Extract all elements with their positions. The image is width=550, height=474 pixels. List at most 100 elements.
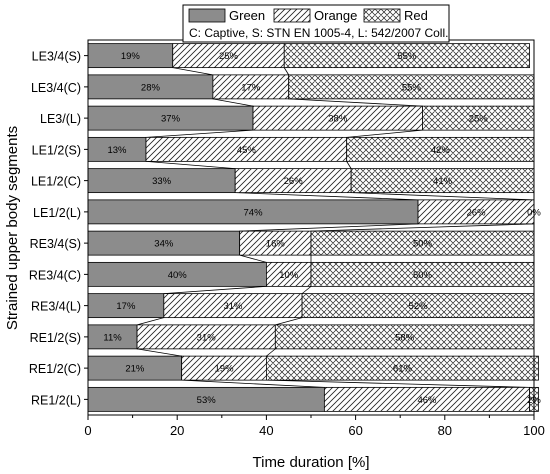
connector-line (275, 317, 303, 326)
connector-line (212, 98, 254, 107)
y-category-label: RE3/4(C) (29, 268, 81, 282)
y-category-label: LE1/2(L) (33, 206, 81, 220)
y-axis-label: Strained upper body segments (4, 126, 21, 330)
bar-red (274, 324, 535, 350)
x-tick-label: 20 (170, 423, 184, 438)
legend-swatch-orange (273, 8, 311, 23)
data-label: 19% (121, 51, 141, 62)
legend-swatch-red (363, 8, 401, 23)
connector-line (239, 254, 267, 263)
data-label: 55% (397, 51, 417, 62)
data-label: 13% (107, 145, 127, 156)
data-label: 42% (431, 145, 451, 156)
bar-green (87, 293, 165, 319)
y-category-label: LE3/4(S) (32, 50, 81, 64)
bar-green (87, 355, 183, 381)
bar-orange (212, 74, 290, 100)
data-label: 40% (168, 270, 188, 281)
y-category-labels: LE3/4(S) LE3/4(C) LE3/(L) LE1/2(S) LE1/2(C) L… (29, 50, 88, 407)
data-label: 61% (393, 364, 413, 375)
y-category-label: LE3/4(C) (31, 81, 81, 95)
data-label: 17% (116, 301, 136, 312)
x-tick-label: 100 (523, 423, 545, 438)
connector-line (235, 192, 419, 201)
y-category-label: RE3/4(S) (30, 237, 81, 251)
bar-red (265, 355, 539, 381)
data-label: 26% (467, 207, 487, 218)
legend-label-orange: Orange (314, 8, 357, 23)
y-category-label: RE3/4(L) (31, 300, 81, 314)
bar-green (87, 168, 236, 194)
connector-line (145, 160, 236, 170)
legend-note: C: Captive, S: STN EN 1005-4, L: 542/200… (189, 26, 448, 40)
connector-line (172, 67, 213, 76)
legend: Green Orange Red C: Captive, S: STN EN 1… (182, 4, 450, 43)
connector-line (288, 98, 423, 107)
legend-box (182, 4, 450, 43)
data-label: 31% (197, 332, 217, 343)
x-tick-label: 0 (84, 423, 91, 438)
data-label: 21% (125, 364, 145, 375)
legend-swatch-green (188, 8, 226, 23)
data-label: 25% (219, 51, 239, 62)
connector-line (136, 348, 182, 357)
data-label: 55% (402, 82, 422, 93)
x-tick-label: 40 (259, 423, 273, 438)
bar-orange (234, 168, 352, 194)
y-category-label: LE1/2(C) (31, 175, 81, 189)
data-label: 16% (266, 239, 286, 250)
bar-red (288, 74, 535, 100)
connector-line (163, 285, 267, 295)
x-tick-label: 60 (348, 423, 362, 438)
data-label: 33% (152, 176, 172, 187)
bar-red (310, 261, 535, 287)
bar-red (283, 43, 530, 69)
data-label: 58% (395, 332, 415, 343)
legend-label-green: Green (229, 8, 265, 23)
x-axis-ticks: 0 20 40 60 80 100 (84, 415, 545, 438)
y-category-label: LE1/2(S) (32, 143, 81, 157)
y-category-label: RE1/2(C) (29, 362, 81, 376)
bar-green (87, 74, 214, 100)
bar-green (87, 105, 254, 131)
data-label: 46% (417, 395, 437, 406)
bar-orange (265, 261, 312, 287)
bar-green (87, 43, 174, 69)
bar-orange (239, 230, 312, 256)
bar-orange (136, 324, 276, 350)
data-label: 28% (141, 82, 161, 93)
data-label: 74% (244, 207, 264, 218)
bar-orange (181, 355, 267, 381)
bar-segments (87, 43, 539, 412)
bar-orange (323, 386, 530, 412)
data-label: 41% (433, 176, 453, 187)
bar-orange (252, 105, 423, 131)
data-label: 19% (215, 364, 235, 375)
legend-label-red: Red (404, 8, 428, 23)
data-label: 25% (469, 114, 489, 125)
data-label: 38% (328, 114, 348, 125)
connector-line (351, 192, 535, 201)
data-label: 52% (409, 301, 429, 312)
connector-line (346, 161, 352, 169)
data-label: 45% (237, 145, 257, 156)
data-label: 10% (279, 270, 299, 281)
x-tick-label: 80 (438, 423, 452, 438)
connector-line (283, 67, 290, 76)
connector-line (266, 348, 276, 357)
bar-orange (163, 293, 303, 319)
segment-labels: 19% 25% 55% 28% 17% 55% 37% 38% 25% 13% 45% 42% 33% 2… (103, 51, 541, 406)
data-label: 50% (413, 270, 433, 281)
data-label: 37% (161, 114, 181, 125)
data-label: 11% (103, 332, 122, 343)
y-category-label: RE1/2(S) (30, 331, 81, 345)
y-category-label: LE3/(L) (40, 112, 81, 126)
bar-green (87, 199, 419, 225)
data-label: 31% (223, 301, 243, 312)
bar-red (350, 168, 535, 194)
connector-line (181, 379, 325, 388)
connector-line (145, 129, 254, 138)
data-label: 17% (241, 82, 261, 93)
data-label: 50% (413, 239, 433, 250)
